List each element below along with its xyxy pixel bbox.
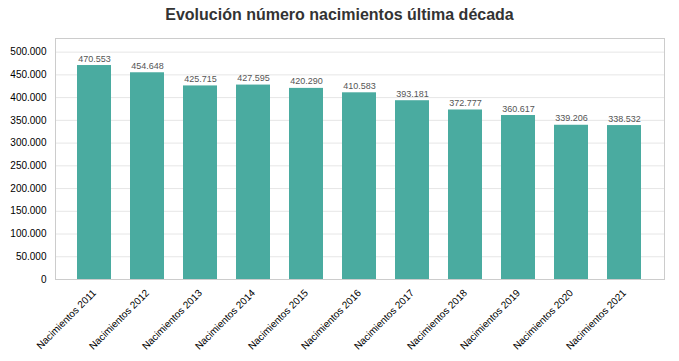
svg-text:372.777: 372.777 [449,98,482,108]
svg-text:410.583: 410.583 [343,81,376,91]
svg-text:50.000: 50.000 [16,251,47,262]
svg-text:300.000: 300.000 [10,137,47,148]
svg-text:338.532: 338.532 [608,114,641,124]
svg-text:360.617: 360.617 [502,104,535,114]
svg-text:420.290: 420.290 [290,76,323,86]
svg-text:200.000: 200.000 [10,183,47,194]
svg-text:Nacimientos 2013: Nacimientos 2013 [139,287,205,352]
svg-text:Nacimientos 2017: Nacimientos 2017 [351,287,417,352]
svg-text:393.181: 393.181 [396,89,429,99]
svg-text:Nacimientos 2015: Nacimientos 2015 [245,287,311,352]
svg-text:Nacimientos 2021: Nacimientos 2021 [564,287,629,352]
svg-text:0: 0 [41,274,47,285]
svg-text:Nacimientos 2016: Nacimientos 2016 [298,287,364,352]
svg-text:Nacimientos 2020: Nacimientos 2020 [510,287,576,352]
svg-text:400.000: 400.000 [10,92,47,103]
svg-text:339.206: 339.206 [555,113,588,123]
svg-text:Nacimientos 2018: Nacimientos 2018 [404,287,470,352]
svg-text:454.648: 454.648 [131,61,164,71]
svg-text:Nacimientos 2011: Nacimientos 2011 [34,287,99,352]
svg-text:427.595: 427.595 [237,73,270,83]
svg-text:425.715: 425.715 [184,74,217,84]
svg-text:470.553: 470.553 [78,54,111,64]
svg-text:100.000: 100.000 [10,228,47,239]
svg-text:Nacimientos 2019: Nacimientos 2019 [457,287,523,352]
svg-text:Nacimientos 2012: Nacimientos 2012 [86,287,152,352]
svg-text:250.000: 250.000 [10,160,47,171]
svg-text:Nacimientos 2014: Nacimientos 2014 [192,287,258,352]
svg-text:500.000: 500.000 [10,46,47,57]
html-text:Evolución número nacimientos ú: Evolución número nacimientos última déca… [165,6,514,23]
svg-text:350.000: 350.000 [10,115,47,126]
svg-text:150.000: 150.000 [10,205,47,216]
svg-text:450.000: 450.000 [10,69,47,80]
